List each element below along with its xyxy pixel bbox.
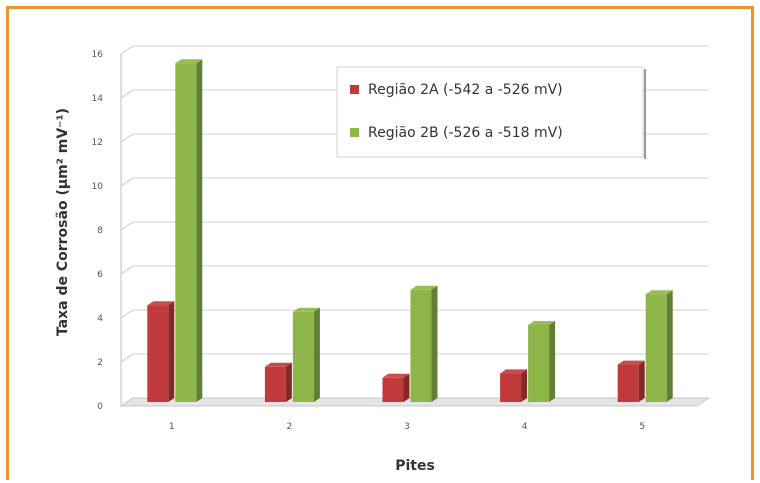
x-tick-label: 1 <box>169 422 175 432</box>
bar-top <box>528 321 556 325</box>
bar-regiao-2a-pite-5 <box>617 360 645 402</box>
bar-side <box>313 307 320 402</box>
bar-front <box>264 366 286 402</box>
bar-front <box>617 364 639 402</box>
x-tick-label: 3 <box>404 422 410 432</box>
x-tick-label: 4 <box>522 422 528 432</box>
gridline-depth <box>120 177 134 187</box>
bar-side <box>403 373 410 402</box>
bar-top <box>617 360 645 365</box>
bar-front <box>500 373 522 402</box>
gridline-depth <box>120 45 134 55</box>
y-tick-label: 14 <box>92 94 104 104</box>
y-tick-label: 8 <box>97 226 103 236</box>
x-axis-title: Pites <box>395 458 435 474</box>
y-axis-ticks: 0 2 4 6 8 10 12 14 16 <box>92 50 104 412</box>
y-tick-label: 6 <box>97 270 103 280</box>
y-tick-label: 12 <box>92 138 103 148</box>
bar-front <box>382 377 404 402</box>
bar-regiao-2a-pite-4 <box>500 369 528 402</box>
x-tick-label: 2 <box>287 422 293 432</box>
y-tick-label: 10 <box>92 182 104 192</box>
gridline-depth <box>120 265 134 275</box>
bar-side <box>638 360 645 402</box>
bar-top <box>147 301 175 306</box>
y-tick-label: 0 <box>97 402 103 412</box>
bar-regiao-2b-pite-2 <box>292 307 320 402</box>
x-tick-label: 5 <box>639 422 645 432</box>
gridline-depth <box>120 353 134 363</box>
bar-front <box>147 305 169 402</box>
gridline-depth <box>120 221 134 231</box>
gridline-depth <box>120 309 134 319</box>
bar-regiao-2b-pite-4 <box>528 321 556 402</box>
bar-regiao-2b-pite-1 <box>175 59 203 402</box>
legend-swatch <box>350 85 359 94</box>
y-tick-label: 16 <box>92 50 104 60</box>
bar-top <box>292 307 320 312</box>
bar-regiao-2a-pite-3 <box>382 373 410 402</box>
y-tick-label: 2 <box>97 358 103 368</box>
bar-front <box>292 311 314 402</box>
bar-front <box>645 294 667 402</box>
bar-front <box>175 63 197 402</box>
bar-side <box>549 321 556 402</box>
bar-side <box>285 362 292 402</box>
bar-top <box>500 369 528 374</box>
bar-front <box>528 325 550 402</box>
y-tick-label: 4 <box>97 314 103 324</box>
bar-top <box>264 362 292 367</box>
legend-swatch <box>350 128 359 137</box>
legend-label: Região 2A (-542 a -526 mV) <box>368 82 563 98</box>
bar-side <box>666 290 673 402</box>
gridline-depth <box>120 133 134 143</box>
bar-top <box>645 290 673 295</box>
bar-top <box>382 373 410 378</box>
legend: Região 2A (-542 a -526 mV) Região 2B (-52… <box>336 66 646 159</box>
bar-side <box>521 369 528 402</box>
bars <box>147 59 673 402</box>
bar-regiao-2a-pite-2 <box>264 362 292 402</box>
bar-regiao-2a-pite-1 <box>147 301 175 402</box>
bar-side <box>168 301 175 402</box>
bar-side <box>431 285 438 402</box>
bar-regiao-2b-pite-5 <box>645 290 673 402</box>
x-axis-ticks: 1 2 3 4 5 <box>169 422 645 432</box>
bar-top <box>410 285 438 290</box>
bar-top <box>175 59 203 64</box>
bar-regiao-2b-pite-3 <box>410 285 438 402</box>
gridline-depth <box>120 89 134 99</box>
bar-side <box>196 59 203 402</box>
bar-front <box>410 289 432 402</box>
legend-box <box>336 66 644 158</box>
y-axis-title: Taxa de Corrosão (μm² mV⁻¹) <box>55 108 71 336</box>
legend-label: Região 2B (-526 a -518 mV) <box>368 125 563 141</box>
